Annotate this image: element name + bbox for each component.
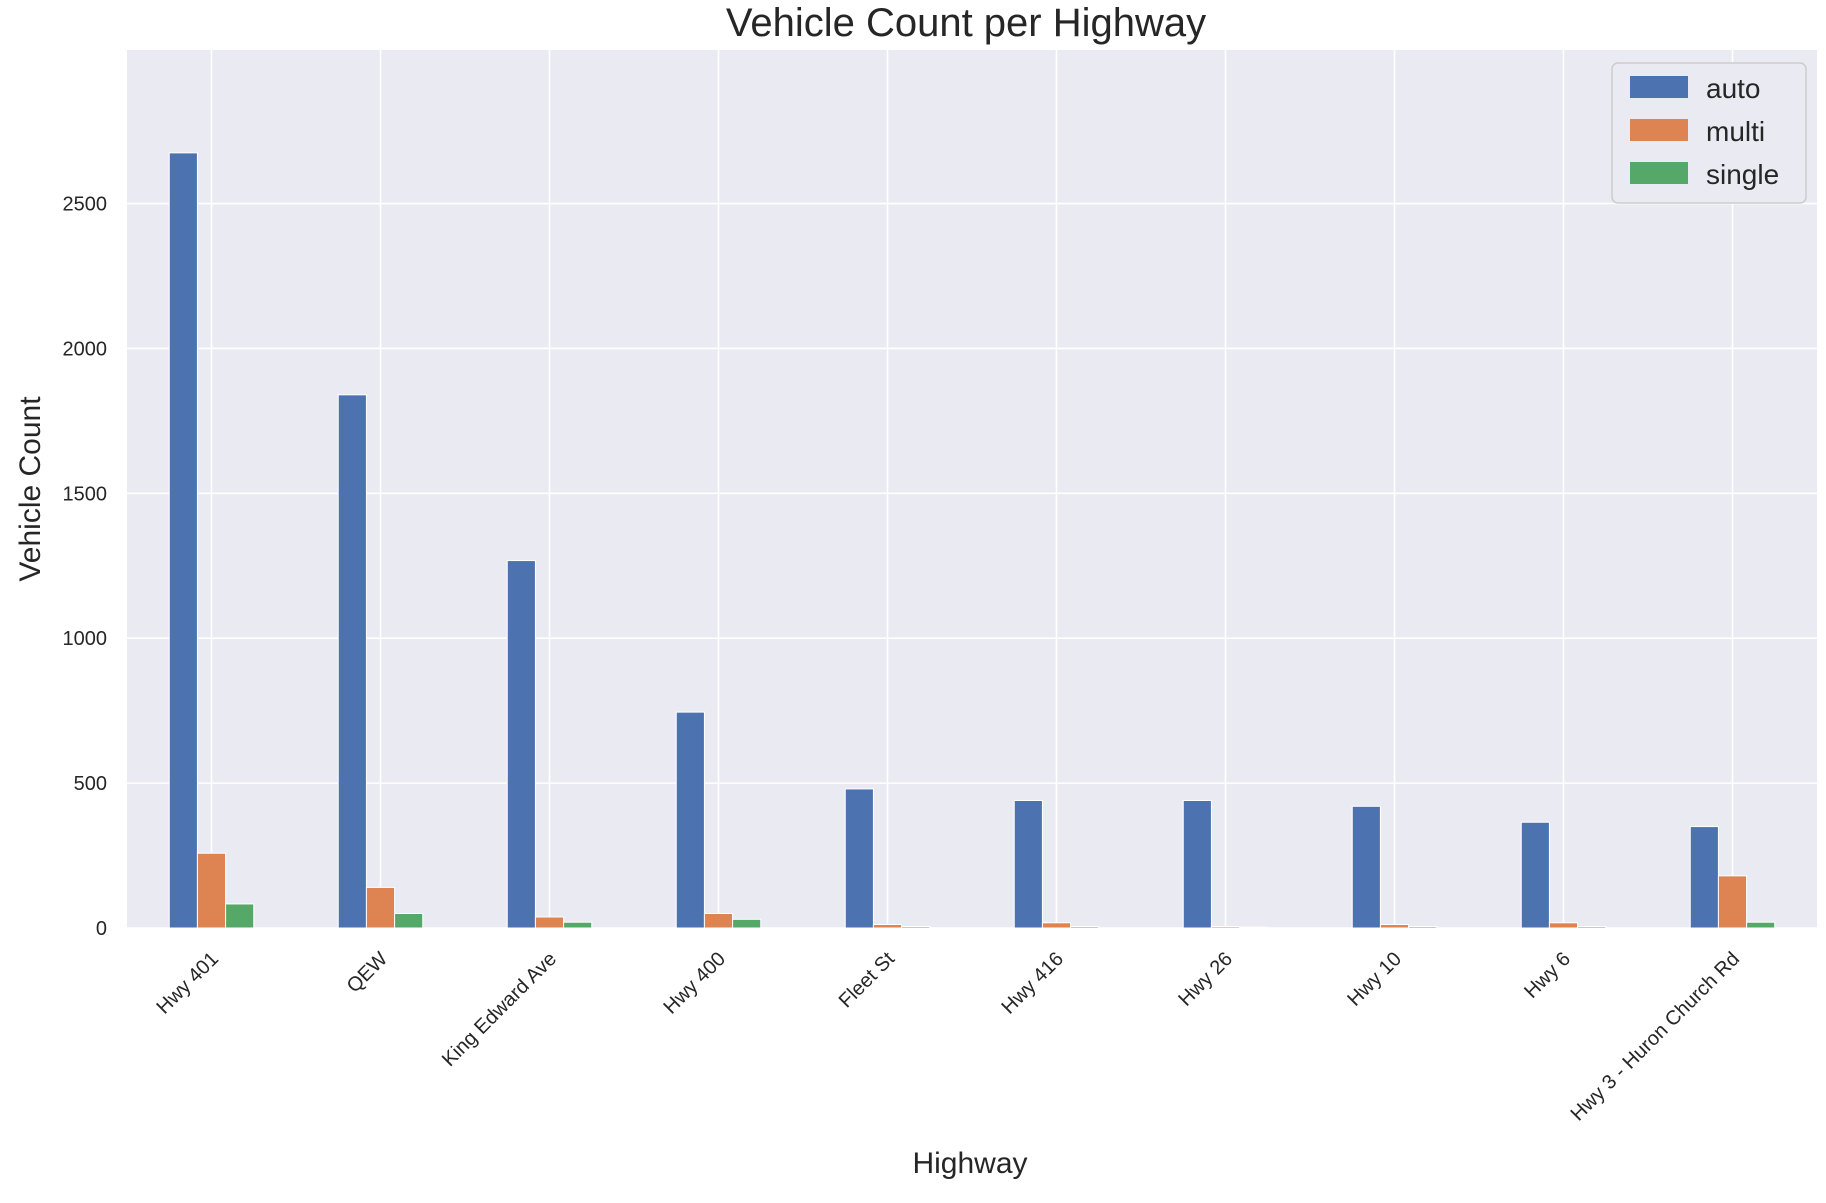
bar-multi (1548, 922, 1579, 929)
x-tick-label: Fleet St (835, 948, 900, 1013)
bar-multi (534, 916, 565, 929)
y-axis-title: Vehicle Count (14, 396, 47, 582)
x-tick-label: Hwy 6 (1520, 948, 1575, 1003)
bar-single (563, 921, 593, 929)
legend-swatch-single (1630, 162, 1688, 184)
bar-auto (1689, 826, 1719, 929)
bar-single (901, 926, 931, 929)
y-tick-label: 0 (96, 918, 107, 940)
plot-background (127, 50, 1817, 928)
x-tick-labels: Hwy 401 QEW King Edward Ave Hwy 400 Fleet St… (152, 948, 1744, 1126)
y-tick-labels: 0 500 1000 1500 2000 2500 (63, 194, 108, 940)
x-axis-title: Highway (912, 1147, 1027, 1180)
y-tick-label: 500 (74, 773, 107, 795)
y-tick-label: 1000 (63, 628, 108, 650)
bar-single (1408, 926, 1438, 929)
legend: auto multi single (1611, 62, 1807, 204)
bar-auto (168, 152, 198, 929)
grid-lines (127, 50, 1817, 929)
x-tick-label: QEW (343, 948, 392, 997)
x-tick-label: Hwy 10 (1343, 948, 1406, 1011)
bar-single (732, 918, 762, 929)
bar-multi (1717, 875, 1748, 929)
bar-auto (675, 711, 705, 929)
x-tick-label: King Edward Ave (438, 948, 561, 1071)
bars (168, 152, 1776, 929)
x-tick-label: Hwy 401 (152, 948, 223, 1019)
bar-multi (872, 924, 903, 929)
bar-multi (196, 852, 227, 929)
bar-single (1746, 921, 1776, 929)
bar-single (1577, 926, 1607, 929)
bar-single (1239, 926, 1269, 929)
bar-auto (1182, 800, 1212, 929)
legend-swatch-multi (1630, 119, 1688, 141)
y-tick-label: 2000 (63, 338, 108, 360)
bar-multi (1210, 926, 1241, 929)
bar-multi (1379, 924, 1410, 929)
x-tick-label: Hwy 3 - Huron Church Rd (1567, 948, 1744, 1125)
y-tick-label: 2500 (63, 194, 108, 216)
chart-title: Vehicle Count per Highway (726, 1, 1206, 45)
x-tick-label: Hwy 416 (997, 948, 1068, 1019)
bar-multi (1041, 922, 1072, 929)
bar-auto (1013, 800, 1043, 929)
bar-auto (506, 560, 536, 929)
bar-multi (365, 886, 396, 929)
bar-single (1070, 926, 1100, 929)
bar-single (225, 903, 255, 929)
bar-auto (844, 788, 874, 929)
bar-single (394, 913, 424, 929)
legend-swatch-auto (1630, 76, 1688, 98)
bar-auto (1351, 805, 1381, 929)
legend-label-single: single (1706, 159, 1779, 190)
x-tick-label: Hwy 400 (659, 948, 730, 1019)
bar-auto (1520, 821, 1550, 929)
y-tick-label: 1500 (63, 483, 108, 505)
bar-multi (703, 913, 734, 929)
x-tick-label: Hwy 26 (1174, 948, 1237, 1011)
legend-label-multi: multi (1706, 116, 1765, 147)
bar-auto (337, 394, 367, 929)
legend-label-auto: auto (1706, 73, 1761, 104)
